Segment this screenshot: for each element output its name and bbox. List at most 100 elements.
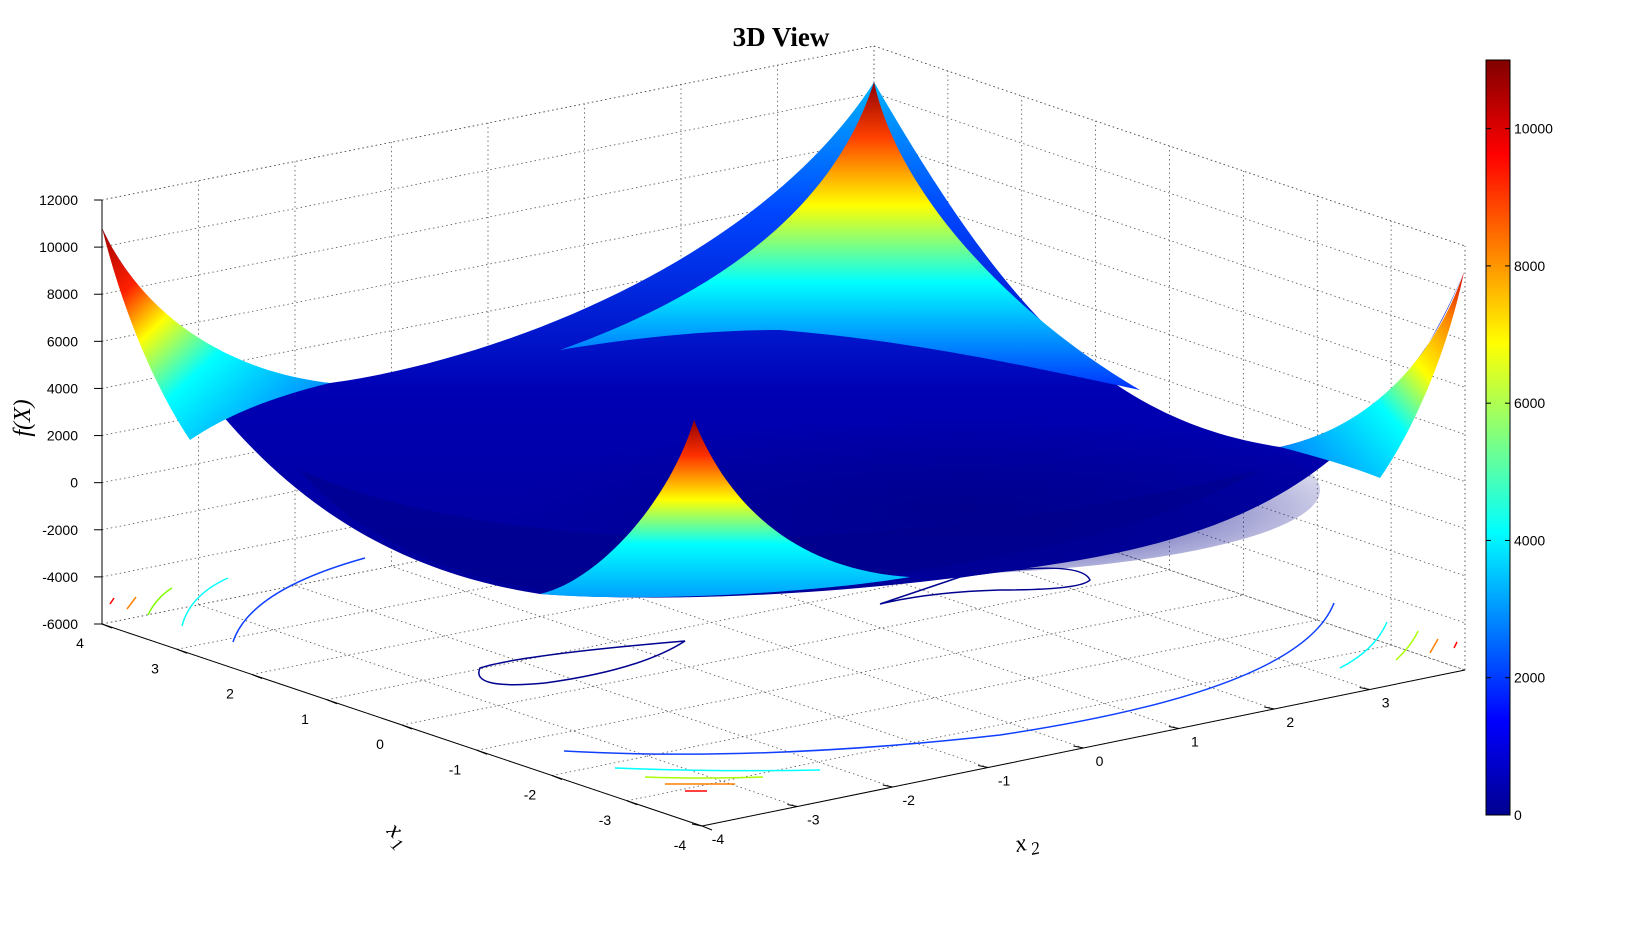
tick-labels: -6000-4000-20000200040006000800010000120… [39, 192, 1390, 853]
z-tick-label: 10000 [39, 239, 78, 255]
wall-gridline [101, 92, 875, 248]
wall-gridline [101, 375, 875, 531]
colorbar-tick-label: 4000 [1514, 532, 1545, 548]
box-edge [873, 45, 1466, 247]
peak-near [540, 420, 910, 598]
surface [102, 82, 1464, 598]
contour-line [181, 577, 229, 627]
z-tick-label: 12000 [39, 192, 78, 208]
colorbar-tick-label: 2000 [1514, 670, 1545, 686]
x1-tick [101, 623, 113, 629]
colorbar-tick-label: 0 [1514, 807, 1522, 823]
x1-tick-label: 3 [151, 660, 159, 676]
x1-tick-label: -4 [674, 837, 687, 853]
x2-tick [691, 823, 703, 827]
x1-tick [701, 825, 713, 831]
contour-line [232, 557, 366, 643]
contour-line [1339, 621, 1388, 669]
x1-tick [251, 674, 263, 679]
x1-tick [176, 648, 188, 654]
floor-gridline [391, 565, 989, 768]
x2-tick [1073, 745, 1084, 749]
x2-tick-label: 3 [1382, 695, 1390, 711]
x1-tick-label: -3 [599, 812, 612, 828]
x2-tick-label: 0 [1096, 753, 1104, 769]
z-tick-label: -6000 [42, 616, 78, 632]
floor-gridline [198, 604, 798, 807]
wall-gridline [101, 469, 875, 625]
x2-tick-label: 1 [1191, 734, 1199, 750]
x2-axis-label: x 2 [1012, 830, 1042, 859]
floor-gridline [777, 488, 1370, 690]
colorbar-tick-label: 8000 [1514, 258, 1545, 274]
z-tick-label: 6000 [47, 333, 78, 349]
wall-gridline [873, 92, 1466, 294]
contour-line [644, 776, 764, 779]
wall-gridline [873, 139, 1466, 341]
colorbar-gradient [1485, 59, 1511, 816]
z-axis-label: f(X) [10, 399, 36, 436]
colorbar-tick-label: 10000 [1514, 121, 1553, 137]
wall-gridline [101, 186, 875, 342]
floor-gridline [680, 508, 1275, 710]
floor-gridline [487, 546, 1084, 749]
colorbar: 0 2000 4000 6000 8000 10000 [1485, 59, 1553, 823]
wall-gridline [101, 328, 875, 484]
colorbar-tick-label: 6000 [1514, 395, 1545, 411]
x1-tick [476, 749, 488, 755]
z-tick-label: 8000 [47, 286, 78, 302]
axes [94, 199, 1466, 831]
contour-line [1453, 641, 1458, 649]
wall-gridline [101, 139, 875, 295]
x2-label-base: x [1012, 830, 1029, 858]
wall-gridline [873, 186, 1466, 388]
z-tick-label: 0 [70, 475, 78, 491]
contour-line [563, 602, 1335, 755]
x2-tick-label: 2 [1286, 714, 1294, 730]
x1-tick [626, 800, 638, 806]
x1-tick-label: 4 [76, 635, 84, 651]
contour-line [478, 640, 686, 686]
x1-tick-label: -2 [524, 787, 537, 803]
x1-tick-label: 2 [226, 686, 234, 702]
x1-tick-label: 0 [376, 736, 384, 752]
colorbar-ticks: 0 2000 4000 6000 8000 10000 [1486, 121, 1553, 823]
x2-tick [978, 765, 989, 768]
x1-tick-label: -1 [449, 761, 462, 777]
x2-tick [882, 784, 893, 788]
contour-line [126, 596, 137, 610]
peak-far [560, 82, 1140, 390]
x2-tick [1359, 687, 1370, 690]
contour-line [147, 587, 173, 616]
x2-tick [1264, 706, 1275, 710]
x2-tick [787, 804, 798, 807]
x2-tick-label: -3 [807, 812, 820, 828]
x2-label-sub: 2 [1029, 837, 1042, 858]
surface-basin-shade [480, 405, 1320, 575]
x2-tick-label: -1 [998, 773, 1011, 789]
x1-tick-label: 1 [301, 711, 309, 727]
floor-contours [109, 557, 1458, 792]
x2-tick-label: -2 [903, 792, 916, 808]
box-edge [101, 45, 875, 201]
peak-right [1280, 272, 1464, 478]
x2-tick [1168, 726, 1179, 729]
z-tick-label: -2000 [42, 522, 78, 538]
contour-line [1429, 638, 1439, 654]
z-tick-label: 4000 [47, 380, 78, 396]
wall-gridline [101, 422, 875, 578]
x1-axis-label: x 1 [381, 816, 407, 855]
contour-line [614, 767, 821, 772]
floor-gridline [294, 585, 893, 788]
floor-gridline [476, 594, 1244, 751]
x2-tick-label: -4 [712, 831, 725, 847]
floor-gridline [176, 494, 948, 650]
chart-title: 3D View [733, 22, 830, 52]
contour-line [1395, 630, 1419, 661]
z-tick-label: -4000 [42, 569, 78, 585]
peak-left [102, 228, 330, 440]
x1-tick [551, 775, 563, 780]
x1-tick [401, 724, 413, 730]
surface-basin [300, 470, 1260, 592]
